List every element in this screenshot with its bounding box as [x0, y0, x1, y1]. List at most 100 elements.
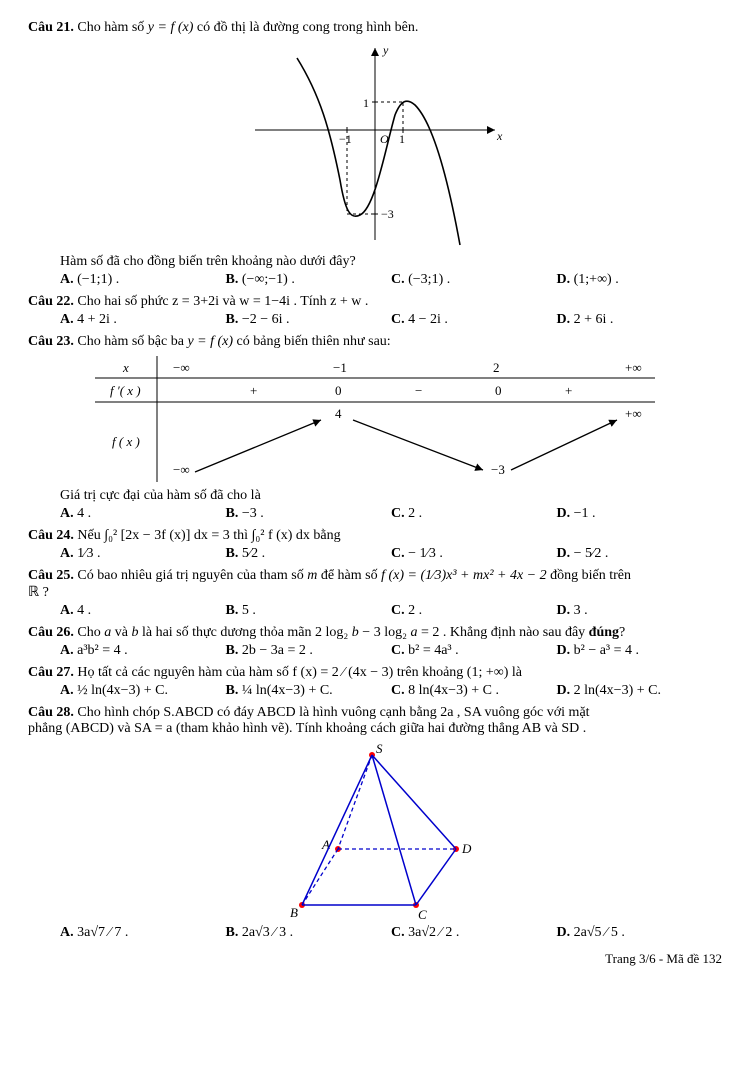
page-footer: Trang 3/6 - Mã đề 132: [28, 951, 722, 967]
q21-sub: Hàm số đã cho đồng biến trên khoảng nào …: [60, 254, 722, 270]
q25-domain: ℝ ?: [28, 584, 722, 601]
svg-text:−1: −1: [333, 360, 347, 375]
question-27: Câu 27. Họ tất cả các nguyên hàm của hàm…: [28, 665, 722, 699]
q23-choice-d[interactable]: D. −1 .: [557, 506, 723, 522]
question-23: Câu 23. Cho hàm số bậc ba y = f (x) có b…: [28, 334, 722, 522]
q21-choice-c[interactable]: C. (−3;1) .: [391, 272, 557, 288]
svg-text:S: S: [376, 741, 383, 756]
q25-choice-c[interactable]: C. 2 .: [391, 603, 557, 619]
q22-choice-c[interactable]: C. 4 − 2i .: [391, 312, 557, 328]
q23-choice-b[interactable]: B. −3 .: [226, 506, 392, 522]
svg-text:+∞: +∞: [625, 360, 642, 375]
q21-choice-b[interactable]: B. (−∞;−1) .: [226, 272, 392, 288]
tick-neg1: −1: [339, 132, 352, 146]
q21-stem: Câu 21. Cho hàm số y = f (x) có đồ thị l…: [28, 20, 418, 35]
question-22: Câu 22. Cho hai số phức z = 3+2i và w = …: [28, 294, 722, 328]
tick-neg3: −3: [381, 207, 394, 221]
q25-choices: A. 4 . B. 5 . C. 2 . D. 3 .: [60, 603, 722, 619]
q27-choice-d[interactable]: D. 2 ln(4x−3) + C.: [557, 683, 723, 699]
svg-text:D: D: [461, 841, 472, 856]
svg-text:B: B: [290, 905, 298, 920]
q26-choice-b[interactable]: B. 2b − 3a = 2 .: [226, 643, 392, 659]
q21-func: y = f (x): [148, 20, 194, 35]
q26-choice-d[interactable]: D. b² − a³ = 4 .: [557, 643, 723, 659]
q22-choice-a[interactable]: A. 4 + 2i .: [60, 312, 226, 328]
q25-choice-d[interactable]: D. 3 .: [557, 603, 723, 619]
q21-choice-a[interactable]: A. (−1;1) .: [60, 272, 226, 288]
q28-choices: A. 3a√7 ⁄ 7 . B. 2a√3 ⁄ 3 . C. 3a√2 ⁄ 2 …: [60, 925, 722, 941]
q28-choice-b[interactable]: B. 2a√3 ⁄ 3 .: [226, 925, 392, 941]
svg-text:+: +: [250, 383, 257, 398]
variation-table: x −∞ −1 2 +∞ f ′( x ) + 0 − 0 + f ( x ) …: [28, 356, 722, 482]
q27-choice-b[interactable]: B. ¼ ln(4x−3) + C.: [226, 683, 392, 699]
q21-graph: x y O −1 1 1 −3: [28, 40, 722, 250]
q28-stem1: Cho hình chóp S.ABCD có đáy ABCD là hình…: [77, 705, 589, 720]
q22-label: Câu 22.: [28, 294, 74, 309]
axis-y-label: y: [382, 43, 389, 57]
q23-choices: A. 4 . B. −3 . C. 2 . D. −1 .: [60, 506, 722, 522]
q23-choice-a[interactable]: A. 4 .: [60, 506, 226, 522]
q21-label: Câu 21.: [28, 20, 74, 35]
q23-sub: Giá trị cực đại của hàm số đã cho là: [60, 488, 722, 504]
q24-stem: Nếu ∫₀² [2x − 3f (x)] dx = 3 thì ∫₀² f (…: [77, 528, 340, 543]
svg-text:0: 0: [495, 383, 502, 398]
q21-text-a: Cho hàm số: [77, 20, 147, 35]
q26-stem: Cho a và b là hai số thực dương thỏa mãn…: [77, 625, 625, 640]
q26-choice-c[interactable]: C. b² = 4a³ .: [391, 643, 557, 659]
q28-label: Câu 28.: [28, 705, 74, 720]
svg-text:−3: −3: [491, 462, 505, 477]
svg-text:2: 2: [493, 360, 500, 375]
q26-choices: A. a³b² = 4 . B. 2b − 3a = 2 . C. b² = 4…: [60, 643, 722, 659]
svg-text:4: 4: [335, 406, 342, 421]
question-26: Câu 26. Cho a và b là hai số thực dương …: [28, 625, 722, 659]
q27-choices: A. ½ ln(4x−3) + C. B. ¼ ln(4x−3) + C. C.…: [60, 683, 722, 699]
q24-choice-a[interactable]: A. 1⁄3 .: [60, 546, 226, 562]
q26-label: Câu 26.: [28, 625, 74, 640]
axis-x-label: x: [496, 129, 503, 143]
q28-stem2: phẳng (ABCD) và SA = a (tham khảo hình v…: [28, 721, 722, 737]
question-28: Câu 28. Cho hình chóp S.ABCD có đáy ABCD…: [28, 705, 722, 941]
question-21: Câu 21. Cho hàm số y = f (x) có đồ thị l…: [28, 20, 722, 288]
svg-text:x: x: [122, 360, 129, 375]
q25-choice-a[interactable]: A. 4 .: [60, 603, 226, 619]
q24-choice-d[interactable]: D. − 5⁄2 .: [557, 546, 723, 562]
q21-choices: A. (−1;1) . B. (−∞;−1) . C. (−3;1) . D. …: [60, 272, 722, 288]
q24-choice-c[interactable]: C. − 1⁄3 .: [391, 546, 557, 562]
q23-label: Câu 23.: [28, 334, 74, 349]
q22-choice-d[interactable]: D. 2 + 6i .: [557, 312, 723, 328]
q28-figure: S A B C D: [28, 741, 722, 921]
q21-choice-d[interactable]: D. (1;+∞) .: [557, 272, 723, 288]
tick-1x: 1: [399, 132, 405, 146]
q28-choice-a[interactable]: A. 3a√7 ⁄ 7 .: [60, 925, 226, 941]
svg-text:−: −: [415, 383, 422, 398]
q24-label: Câu 24.: [28, 528, 74, 543]
svg-text:+: +: [565, 383, 572, 398]
q21-text-c: có đồ thị là đường cong trong hình bên.: [197, 20, 418, 35]
svg-text:A: A: [321, 837, 330, 852]
svg-text:−∞: −∞: [173, 360, 190, 375]
q25-choice-b[interactable]: B. 5 .: [226, 603, 392, 619]
q27-label: Câu 27.: [28, 665, 74, 680]
q23-choice-c[interactable]: C. 2 .: [391, 506, 557, 522]
q22-choices: A. 4 + 2i . B. −2 − 6i . C. 4 − 2i . D. …: [60, 312, 722, 328]
q28-choice-c[interactable]: C. 3a√2 ⁄ 2 .: [391, 925, 557, 941]
q27-stem: Họ tất cả các nguyên hàm của hàm số f (x…: [77, 665, 522, 680]
question-25: Câu 25. Có bao nhiêu giá trị nguyên của …: [28, 568, 722, 619]
q28-choice-d[interactable]: D. 2a√5 ⁄ 5 .: [557, 925, 723, 941]
q26-choice-a[interactable]: A. a³b² = 4 .: [60, 643, 226, 659]
q27-choice-c[interactable]: C. 8 ln(4x−3) + C .: [391, 683, 557, 699]
question-24: Câu 24. Nếu ∫₀² [2x − 3f (x)] dx = 3 thì…: [28, 528, 722, 562]
svg-text:−∞: −∞: [173, 462, 190, 477]
svg-text:+∞: +∞: [625, 406, 642, 421]
svg-text:f ( x ): f ( x ): [112, 434, 140, 449]
q24-choice-b[interactable]: B. 5⁄2 .: [226, 546, 392, 562]
svg-text:f ′( x ): f ′( x ): [110, 383, 141, 398]
svg-text:C: C: [418, 907, 427, 921]
q24-choices: A. 1⁄3 . B. 5⁄2 . C. − 1⁄3 . D. − 5⁄2 .: [60, 546, 722, 562]
q27-choice-a[interactable]: A. ½ ln(4x−3) + C.: [60, 683, 226, 699]
q22-choice-b[interactable]: B. −2 − 6i .: [226, 312, 392, 328]
q25-label: Câu 25.: [28, 568, 74, 583]
curve: [297, 58, 460, 245]
q22-stem: Cho hai số phức z = 3+2i và w = 1−4i . T…: [77, 294, 368, 309]
svg-text:0: 0: [335, 383, 342, 398]
